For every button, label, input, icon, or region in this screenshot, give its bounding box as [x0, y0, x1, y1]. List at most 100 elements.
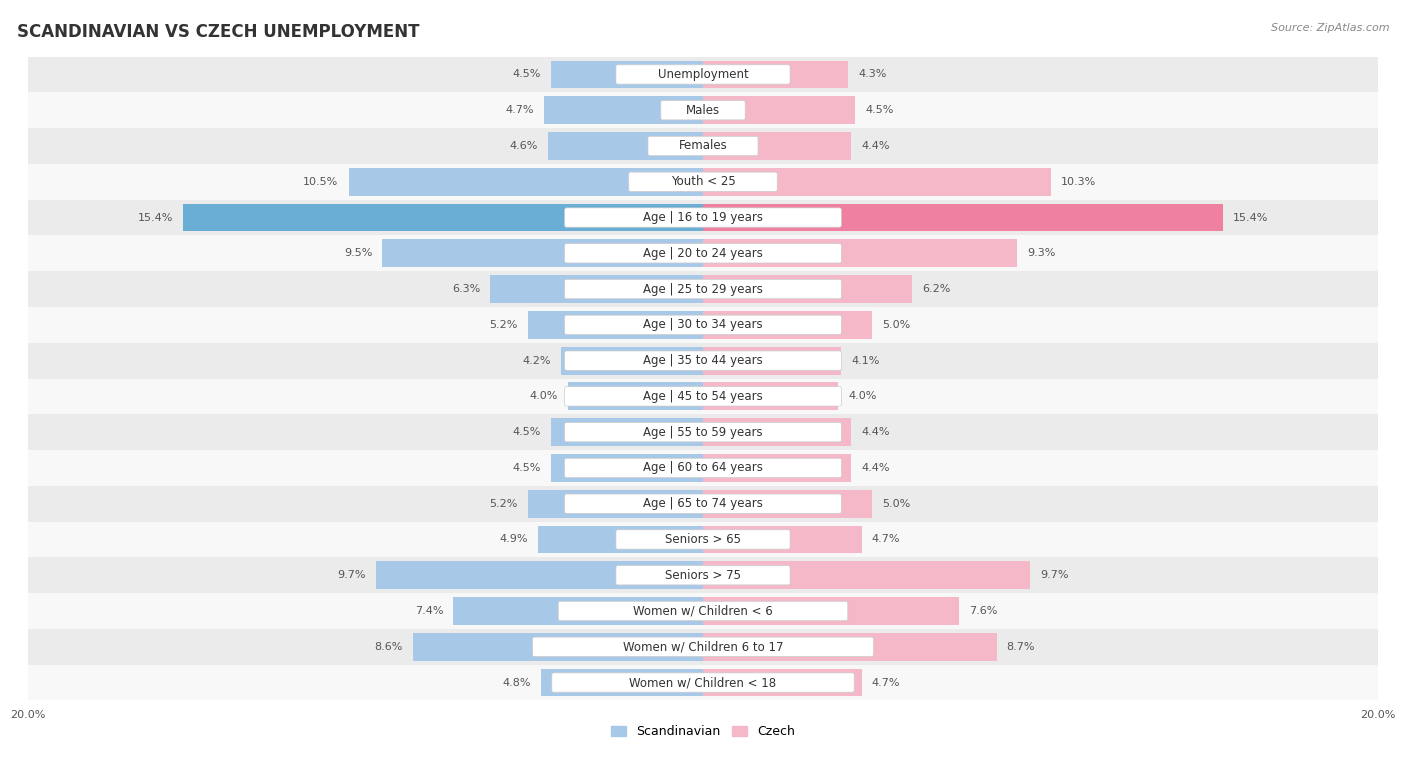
Text: 10.5%: 10.5% [304, 177, 339, 187]
Text: 4.5%: 4.5% [513, 70, 541, 79]
Bar [527, 490, 703, 518]
Bar [28, 128, 1378, 164]
Bar [28, 486, 1378, 522]
Text: 4.3%: 4.3% [858, 70, 887, 79]
Text: SCANDINAVIAN VS CZECH UNEMPLOYMENT: SCANDINAVIAN VS CZECH UNEMPLOYMENT [17, 23, 419, 41]
Bar [28, 200, 1378, 235]
Bar [703, 132, 852, 160]
Text: 4.5%: 4.5% [513, 463, 541, 473]
Text: Source: ZipAtlas.com: Source: ZipAtlas.com [1271, 23, 1389, 33]
Text: 5.0%: 5.0% [882, 499, 910, 509]
Bar [375, 561, 703, 589]
Bar [28, 557, 1378, 593]
Text: Women w/ Children < 18: Women w/ Children < 18 [630, 676, 776, 689]
Bar [491, 275, 703, 303]
FancyBboxPatch shape [565, 351, 841, 370]
Bar [551, 454, 703, 482]
Bar [703, 96, 855, 124]
Text: Age | 25 to 29 years: Age | 25 to 29 years [643, 282, 763, 295]
Text: 8.7%: 8.7% [1007, 642, 1035, 652]
Bar [28, 593, 1378, 629]
Bar [703, 239, 1017, 267]
Text: 9.7%: 9.7% [337, 570, 366, 580]
FancyBboxPatch shape [558, 601, 848, 621]
FancyBboxPatch shape [616, 565, 790, 585]
Text: 4.8%: 4.8% [502, 678, 531, 687]
Bar [28, 665, 1378, 700]
Bar [382, 239, 703, 267]
Text: Age | 20 to 24 years: Age | 20 to 24 years [643, 247, 763, 260]
Text: 5.0%: 5.0% [882, 320, 910, 330]
Bar [537, 525, 703, 553]
Bar [703, 168, 1050, 196]
Bar [544, 96, 703, 124]
Bar [28, 164, 1378, 200]
Text: 4.7%: 4.7% [872, 534, 900, 544]
Text: 9.5%: 9.5% [344, 248, 373, 258]
Text: 8.6%: 8.6% [374, 642, 402, 652]
Bar [703, 311, 872, 339]
FancyBboxPatch shape [648, 136, 758, 156]
Bar [28, 343, 1378, 378]
Text: 4.4%: 4.4% [862, 463, 890, 473]
FancyBboxPatch shape [565, 387, 841, 406]
FancyBboxPatch shape [565, 422, 841, 442]
Bar [703, 275, 912, 303]
Bar [28, 92, 1378, 128]
Bar [561, 347, 703, 375]
Text: 4.7%: 4.7% [506, 105, 534, 115]
FancyBboxPatch shape [565, 494, 841, 513]
Text: 4.0%: 4.0% [848, 391, 876, 401]
Bar [413, 633, 703, 661]
Bar [703, 597, 959, 625]
FancyBboxPatch shape [565, 244, 841, 263]
Text: Age | 65 to 74 years: Age | 65 to 74 years [643, 497, 763, 510]
Bar [548, 132, 703, 160]
FancyBboxPatch shape [616, 530, 790, 549]
Bar [28, 57, 1378, 92]
Bar [28, 414, 1378, 450]
Text: Age | 35 to 44 years: Age | 35 to 44 years [643, 354, 763, 367]
Legend: Scandinavian, Czech: Scandinavian, Czech [606, 721, 800, 743]
Text: 4.7%: 4.7% [872, 678, 900, 687]
Bar [703, 561, 1031, 589]
Text: 5.2%: 5.2% [489, 499, 517, 509]
Text: Age | 16 to 19 years: Age | 16 to 19 years [643, 211, 763, 224]
FancyBboxPatch shape [565, 315, 841, 335]
FancyBboxPatch shape [533, 637, 873, 656]
Bar [551, 61, 703, 89]
FancyBboxPatch shape [565, 279, 841, 299]
Text: Youth < 25: Youth < 25 [671, 176, 735, 188]
Bar [703, 490, 872, 518]
Bar [183, 204, 703, 232]
Text: Women w/ Children < 6: Women w/ Children < 6 [633, 605, 773, 618]
Text: 4.4%: 4.4% [862, 427, 890, 437]
Text: 4.0%: 4.0% [530, 391, 558, 401]
Bar [703, 418, 852, 446]
Bar [703, 204, 1223, 232]
Bar [28, 271, 1378, 307]
Text: Women w/ Children 6 to 17: Women w/ Children 6 to 17 [623, 640, 783, 653]
Bar [703, 668, 862, 696]
Text: 4.2%: 4.2% [523, 356, 551, 366]
Bar [703, 382, 838, 410]
Bar [28, 522, 1378, 557]
Text: 10.3%: 10.3% [1060, 177, 1095, 187]
Text: 4.9%: 4.9% [499, 534, 527, 544]
FancyBboxPatch shape [565, 458, 841, 478]
Text: 4.4%: 4.4% [862, 141, 890, 151]
Text: 15.4%: 15.4% [1233, 213, 1268, 223]
Bar [703, 347, 841, 375]
Bar [28, 450, 1378, 486]
Text: 4.1%: 4.1% [852, 356, 880, 366]
Text: 4.6%: 4.6% [509, 141, 537, 151]
Text: 15.4%: 15.4% [138, 213, 173, 223]
Text: 9.7%: 9.7% [1040, 570, 1069, 580]
Bar [527, 311, 703, 339]
Bar [28, 629, 1378, 665]
Text: Age | 30 to 34 years: Age | 30 to 34 years [643, 319, 763, 332]
Bar [453, 597, 703, 625]
Text: Age | 45 to 54 years: Age | 45 to 54 years [643, 390, 763, 403]
Text: 5.2%: 5.2% [489, 320, 517, 330]
FancyBboxPatch shape [616, 65, 790, 84]
